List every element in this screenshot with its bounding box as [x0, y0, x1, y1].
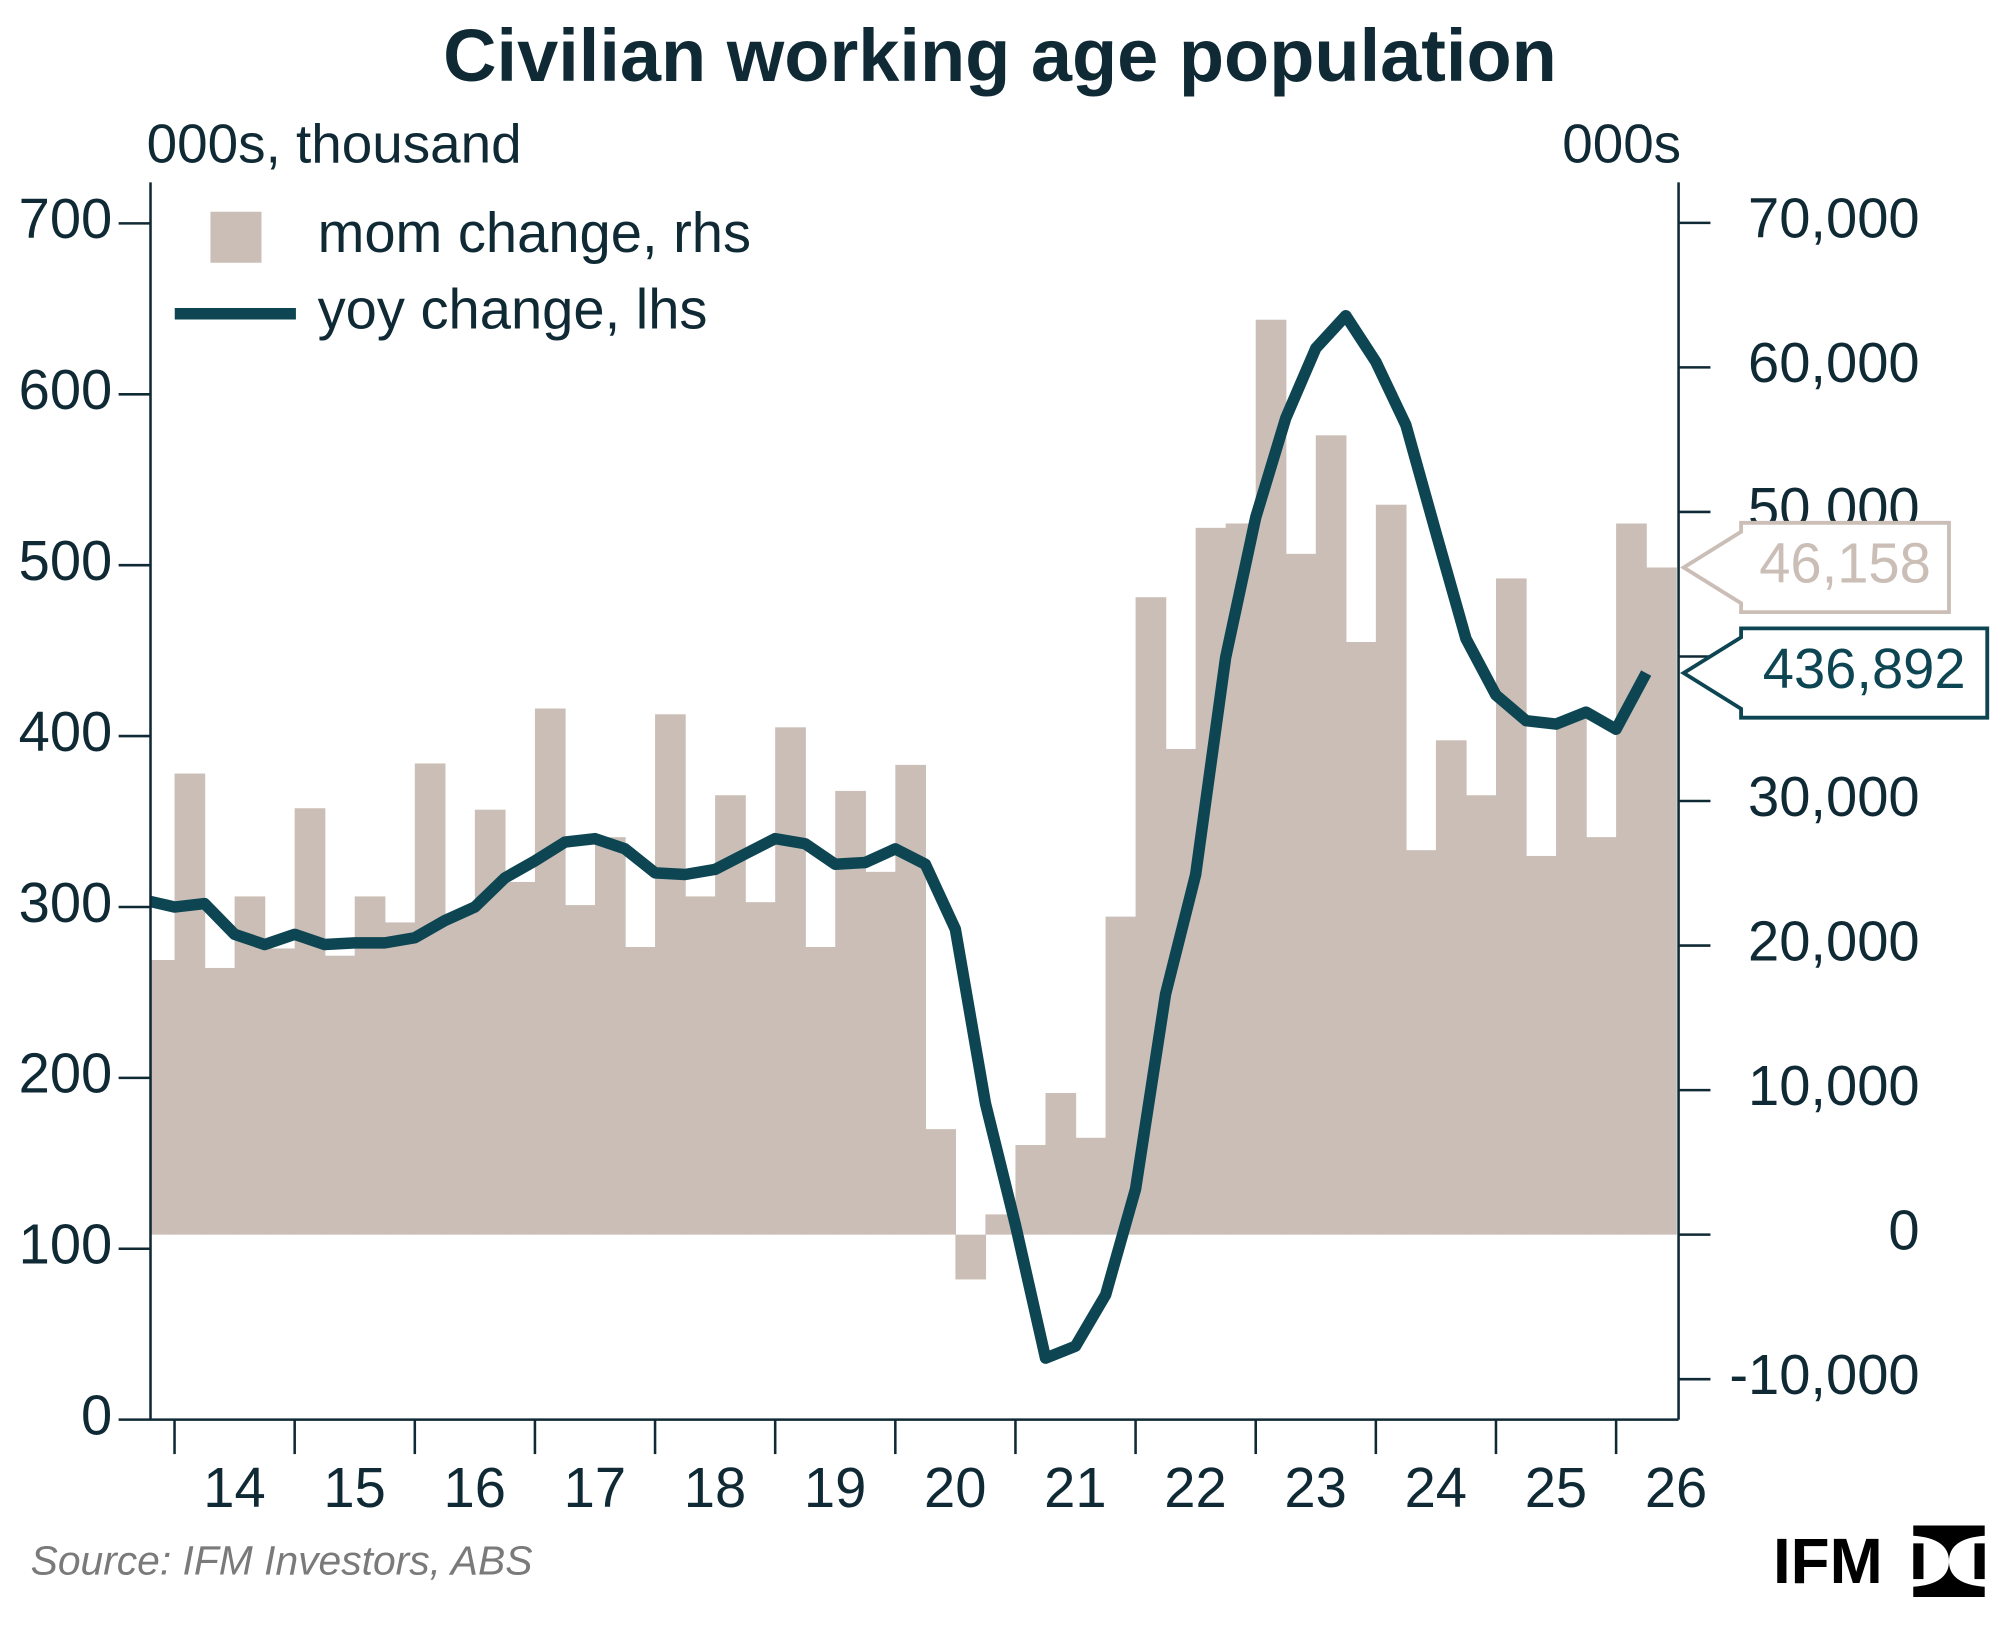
bar: [1556, 718, 1587, 1235]
y2-tick-label: -10,000: [1729, 1343, 1919, 1406]
logo-shape-right: [1974, 1543, 1985, 1580]
logo-icon: [1913, 1525, 1985, 1597]
bar: [1616, 523, 1647, 1235]
bar: [1375, 504, 1407, 1235]
bar-layer: [150, 319, 1677, 1280]
y2-tick-label: 60,000: [1748, 331, 1920, 394]
logo-text: IFM: [1773, 1525, 1883, 1597]
value-label: 436,892: [1763, 637, 1966, 700]
x-tick-label: 22: [1164, 1456, 1226, 1519]
logo-shape-bottom: [1913, 1561, 1985, 1597]
callout-box: [1680, 520, 1951, 615]
line: [150, 309, 1652, 1364]
y2-tick-label: 70,000: [1748, 187, 1920, 250]
x-tick-label: 15: [323, 1456, 385, 1519]
x-tick-label: 14: [203, 1456, 265, 1519]
bar: [655, 714, 686, 1235]
y2-tick-label: 20,000: [1748, 909, 1920, 972]
bar: [775, 727, 806, 1235]
bar: [1285, 553, 1317, 1235]
legend-swatch: [210, 211, 262, 263]
bar: [1465, 795, 1497, 1235]
y-tick-label: 200: [19, 1042, 113, 1105]
y-tick-label: 0: [81, 1383, 112, 1446]
x-tick-label: 18: [684, 1456, 746, 1519]
x-tick-label: 26: [1645, 1456, 1707, 1519]
x-tick-label: 19: [804, 1456, 866, 1519]
x-tick-label: 25: [1525, 1456, 1587, 1519]
y2-tick-label: 0: [1888, 1198, 1919, 1261]
bar: [685, 896, 716, 1235]
bar: [1526, 855, 1557, 1235]
bar: [1195, 527, 1227, 1235]
axes: 0 100 200 300 400 500 600 700 -10,000 0 10,000 20,0…: [19, 182, 1920, 1519]
x-tick-label: 16: [444, 1456, 506, 1519]
bar: [294, 808, 326, 1235]
bar: [1495, 578, 1527, 1235]
bar: [895, 764, 926, 1235]
line-layer: [150, 309, 1652, 1364]
y-tick-label: 700: [19, 187, 113, 250]
x-tick-label: 21: [1044, 1456, 1106, 1519]
source-note: Source: IFM Investors, ABS: [31, 1538, 533, 1584]
y-tick-label: 300: [19, 871, 113, 934]
y2-tick-label: 10,000: [1748, 1054, 1920, 1117]
x-tick-label: 17: [564, 1456, 626, 1519]
callout-box: [1680, 626, 1990, 720]
y2-tick-label: 30,000: [1748, 765, 1920, 828]
bar: [1345, 642, 1377, 1235]
y2-axis-label: 000s: [1562, 112, 1681, 174]
bar: [1646, 567, 1677, 1235]
y-tick-label: 400: [19, 700, 113, 763]
bar: [1075, 1137, 1107, 1235]
bar: [865, 871, 896, 1235]
legend-label: mom change, rhs: [318, 201, 751, 264]
bar: [324, 955, 356, 1235]
bar: [264, 948, 296, 1235]
value-label: 46,158: [1759, 531, 1931, 594]
bar: [414, 763, 446, 1235]
y-axis-label: 000s, thousand: [147, 112, 522, 174]
bar: [354, 896, 386, 1235]
bar: [1015, 1145, 1047, 1235]
bar: [384, 922, 416, 1235]
bar: [1315, 435, 1347, 1235]
bar: [564, 905, 596, 1235]
bar: [474, 809, 506, 1235]
bar: [805, 947, 836, 1235]
y-tick-label: 600: [19, 358, 113, 421]
bar: [204, 967, 236, 1235]
bar: [1586, 837, 1617, 1235]
bar: [534, 708, 566, 1235]
bar: [444, 913, 476, 1235]
bar: [745, 902, 776, 1235]
legend-label: yoy change, lhs: [318, 278, 708, 341]
logo-shape-top: [1913, 1525, 1985, 1562]
bar: [504, 881, 536, 1235]
bar: [594, 837, 626, 1235]
bar: [955, 1234, 987, 1280]
bar: [925, 1129, 957, 1235]
x-tick-label: 24: [1405, 1456, 1467, 1519]
bar: [1435, 740, 1467, 1235]
y-tick-label: 100: [19, 1213, 113, 1276]
x-tick-label: 23: [1284, 1456, 1346, 1519]
bar: [625, 947, 656, 1235]
bar: [1045, 1092, 1077, 1235]
y-tick-label: 500: [19, 529, 113, 592]
bar: [174, 773, 206, 1235]
bar: [234, 896, 266, 1235]
chart-title: Civilian working age population: [443, 14, 1557, 97]
x-tick-label: 20: [924, 1456, 986, 1519]
bar: [150, 960, 176, 1235]
logo-shape-left: [1913, 1543, 1924, 1580]
bar: [1405, 850, 1437, 1235]
